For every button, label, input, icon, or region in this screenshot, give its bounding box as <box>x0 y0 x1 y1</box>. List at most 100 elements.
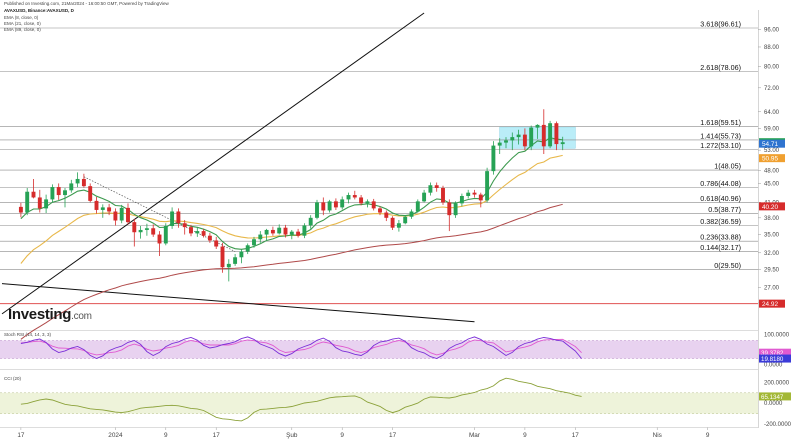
candle-body <box>340 199 345 208</box>
candle-body <box>107 207 112 212</box>
x-axis-label: 9 <box>706 432 710 439</box>
candle-body <box>18 206 23 213</box>
candle-body <box>396 223 401 228</box>
price-tick-label: 32.00 <box>764 251 780 257</box>
price-tick-label: 96.00 <box>764 27 780 33</box>
fib-level-label: 0.618(40.96) <box>700 194 741 203</box>
candle-body <box>428 185 433 193</box>
candle-body <box>491 145 496 172</box>
x-axis-label: 9 <box>523 432 527 439</box>
candle-body <box>453 203 458 216</box>
candle-body <box>258 234 263 240</box>
candle-body <box>81 178 86 187</box>
fib-level-label: 0.5(38.77) <box>708 205 741 214</box>
candle-body <box>535 124 540 128</box>
cci-tick-label: 200.0000 <box>764 380 790 386</box>
investing-logo: Investing.com <box>8 306 92 323</box>
x-axis-label: Şub <box>286 432 298 439</box>
candle-body <box>69 183 74 191</box>
candle-body <box>302 225 307 236</box>
candle-body <box>346 195 351 200</box>
stoch-d-line <box>20 338 582 356</box>
candle-body <box>554 123 559 145</box>
stoch-tick-label: 0.0000 <box>764 363 783 369</box>
ema89-line <box>20 203 563 340</box>
fib-level-label: 1.618(59.51) <box>700 118 741 127</box>
cci-tick-label: 0.0000 <box>764 401 783 407</box>
candle-body <box>529 127 534 147</box>
candle-body <box>422 192 427 202</box>
candle-body <box>50 187 55 200</box>
price-tick-label: 59.00 <box>764 126 780 132</box>
fib-level-label: 1.272(53.10) <box>700 141 741 150</box>
candle-body <box>459 196 464 204</box>
ema21-legend: EMA (21, close, 0) <box>4 21 41 26</box>
candle-body <box>378 208 382 213</box>
candle-body <box>182 223 187 228</box>
published-note: Published on Investing.com, 21Mar2024 - … <box>4 1 169 6</box>
candle-body <box>195 231 200 234</box>
fib-level-label: 1.414(55.73) <box>700 131 741 140</box>
candle-body <box>119 207 124 221</box>
candle-body <box>548 123 553 147</box>
price-badge-label: 50.95 <box>762 156 778 163</box>
candle-body <box>214 240 219 247</box>
candle-body <box>252 239 256 246</box>
price-tick-label: 48.00 <box>764 168 780 174</box>
candle-body <box>56 187 61 196</box>
cci-title: CCI (20) <box>4 376 22 381</box>
price-tick-label: 45.00 <box>764 181 780 187</box>
candle-body <box>100 207 105 210</box>
price-badge-label: 24.92 <box>762 301 778 308</box>
candle-body <box>113 211 118 221</box>
price-tick-label: 38.00 <box>764 216 780 222</box>
candle-body <box>270 229 275 234</box>
candle-body <box>466 192 471 197</box>
candle-body <box>239 251 244 258</box>
candle-body <box>434 185 439 188</box>
candle-body <box>541 124 546 147</box>
ema8-legend: EMA (8, close, 0) <box>4 15 39 20</box>
candle-body <box>138 229 143 233</box>
price-badge <box>759 139 785 148</box>
stoch-badge <box>759 348 791 357</box>
stoch-badge <box>759 354 791 363</box>
candle-body <box>170 211 175 227</box>
candle-body <box>37 197 42 209</box>
x-axis-label: 17 <box>572 432 580 439</box>
candle-body <box>163 226 168 244</box>
x-axis-label: 9 <box>164 432 168 439</box>
candle-body <box>201 231 206 236</box>
candle-body <box>245 245 250 252</box>
candle-body <box>88 186 93 201</box>
candle-body <box>510 137 515 141</box>
candle-body <box>447 202 452 216</box>
candle-body <box>560 142 565 145</box>
symbol-label: AVAXUSD, Binance:AVAXUSD, D <box>4 8 74 13</box>
candle-body <box>333 201 338 208</box>
candle-body <box>176 211 181 224</box>
candle-body <box>441 187 445 203</box>
candle-body <box>144 228 149 230</box>
fib-level-label: 0.382(36.59) <box>700 217 741 226</box>
x-axis-label: 17 <box>213 432 221 439</box>
stoch-badge-label: 39.3782 <box>761 350 784 357</box>
candle-body <box>384 212 389 218</box>
price-tick-label: 29.50 <box>764 267 780 273</box>
candle-body <box>327 201 332 211</box>
candle-body <box>277 227 282 234</box>
downtrend-line <box>1 283 475 323</box>
candle-body <box>189 227 193 234</box>
candle-body <box>226 263 231 268</box>
stoch-k-line <box>20 336 582 359</box>
fib-level-label: 1(48.05) <box>714 162 741 171</box>
price-tick-label: 27.00 <box>764 285 780 291</box>
candle-body <box>94 200 99 210</box>
candle-body <box>233 257 238 264</box>
cci-badge <box>759 392 791 401</box>
x-axis-label: Nis <box>653 432 662 439</box>
candle-body <box>151 228 156 235</box>
cci-band <box>0 392 758 414</box>
stoch-rsi-title: Stoch RSI (14, 14, 3, 3) <box>4 332 52 337</box>
